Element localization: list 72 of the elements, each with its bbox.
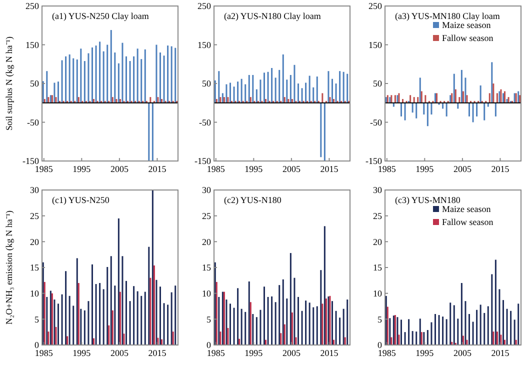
x-tick-label: 2015 bbox=[320, 164, 339, 174]
y-tick-label: 15 bbox=[202, 262, 212, 273]
x-tick-label: 2015 bbox=[491, 164, 510, 174]
y-tick-label: 250 bbox=[368, 1, 382, 12]
x-tick-label: 1985 bbox=[206, 164, 226, 174]
y-tick-label: 25 bbox=[30, 210, 40, 221]
legend-label: Maize season bbox=[442, 204, 492, 214]
y-tick-label: 15 bbox=[373, 262, 382, 273]
text: (c1) YUS-N250 bbox=[52, 195, 110, 205]
x-tick-label: 1985 bbox=[34, 348, 54, 358]
x-tick-label: 2015 bbox=[148, 348, 167, 358]
text: (a3) YUS-MN180 Clay loam bbox=[395, 11, 500, 21]
text: (c3) YUS-MN180 bbox=[395, 195, 461, 205]
text: (a2) YUS-N180 Clay loam bbox=[224, 11, 321, 21]
y-tick-label: 50 bbox=[373, 78, 382, 89]
text: (a1) YUS-N250 Clay loam bbox=[52, 11, 149, 21]
legend-label: Fallow season bbox=[442, 217, 494, 227]
y-tick-label: -50 bbox=[27, 117, 40, 128]
x-tick-label: 2015 bbox=[320, 348, 339, 358]
y-tick-label: 50 bbox=[202, 78, 212, 89]
x-tick-label: 1995 bbox=[72, 348, 92, 358]
legend-label: Maize season bbox=[442, 20, 492, 30]
y-tick-label: -150 bbox=[366, 156, 382, 166]
y-tick-label: 10 bbox=[373, 288, 382, 298]
y-tick-label: 150 bbox=[368, 40, 382, 50]
y-tick-label: 5 bbox=[34, 314, 40, 324]
y-tick-label: 10 bbox=[202, 288, 212, 298]
y-tick-label: 250 bbox=[26, 1, 40, 12]
x-tick-label: 1995 bbox=[416, 164, 434, 174]
x-tick-label: 2005 bbox=[110, 164, 129, 174]
x-tick-label: 1995 bbox=[244, 348, 264, 358]
legend-label: Fallow season bbox=[442, 33, 494, 43]
x-tick-label: 1995 bbox=[244, 164, 264, 174]
y-axis-title: N₂O+NH₃ emission (kg N ha⁻¹) bbox=[4, 210, 14, 325]
y-tick-label: 30 bbox=[373, 185, 382, 196]
y-tick-label: 20 bbox=[373, 236, 382, 247]
y-tick-label: 5 bbox=[378, 314, 382, 324]
y-tick-label: 5 bbox=[206, 314, 212, 324]
y-tick-label: 30 bbox=[30, 185, 40, 196]
y-tick-label: -150 bbox=[194, 156, 212, 166]
y-tick-label: -50 bbox=[199, 117, 212, 128]
y-tick-label: 30 bbox=[202, 185, 212, 196]
x-tick-label: 1985 bbox=[378, 348, 396, 358]
x-tick-label: 2005 bbox=[453, 348, 472, 358]
x-tick-label: 2005 bbox=[282, 164, 301, 174]
x-tick-label: 2005 bbox=[110, 348, 129, 358]
y-tick-label: -50 bbox=[370, 117, 382, 128]
y-tick-label: 150 bbox=[198, 40, 212, 50]
y-tick-label: 25 bbox=[373, 210, 382, 221]
y-tick-label: 15 bbox=[30, 262, 40, 273]
text: (c2) YUS-N180 bbox=[224, 195, 282, 205]
y-tick-label: 20 bbox=[202, 236, 212, 247]
y-tick-label: 20 bbox=[30, 236, 40, 247]
y-axis-title: Soil surplus N (kg N ha⁻¹) bbox=[4, 36, 14, 130]
y-tick-label: 10 bbox=[30, 288, 40, 298]
y-tick-label: 0 bbox=[206, 340, 212, 350]
y-tick-label: 25 bbox=[202, 210, 212, 221]
x-tick-label: 1995 bbox=[72, 164, 92, 174]
x-tick-label: 1985 bbox=[206, 348, 226, 358]
y-tick-label: 150 bbox=[26, 40, 40, 50]
x-tick-label: 2015 bbox=[148, 164, 167, 174]
y-tick-label: 250 bbox=[198, 1, 212, 12]
x-tick-label: 1995 bbox=[416, 348, 434, 358]
x-tick-label: 2015 bbox=[491, 348, 510, 358]
x-tick-label: 1985 bbox=[378, 164, 396, 174]
y-tick-label: 50 bbox=[30, 78, 40, 89]
y-tick-label: -150 bbox=[22, 156, 40, 166]
x-tick-label: 2005 bbox=[282, 348, 301, 358]
y-tick-label: 0 bbox=[378, 340, 382, 350]
x-tick-label: 2005 bbox=[453, 164, 472, 174]
y-tick-label: 0 bbox=[34, 340, 40, 350]
x-tick-label: 1985 bbox=[34, 164, 54, 174]
